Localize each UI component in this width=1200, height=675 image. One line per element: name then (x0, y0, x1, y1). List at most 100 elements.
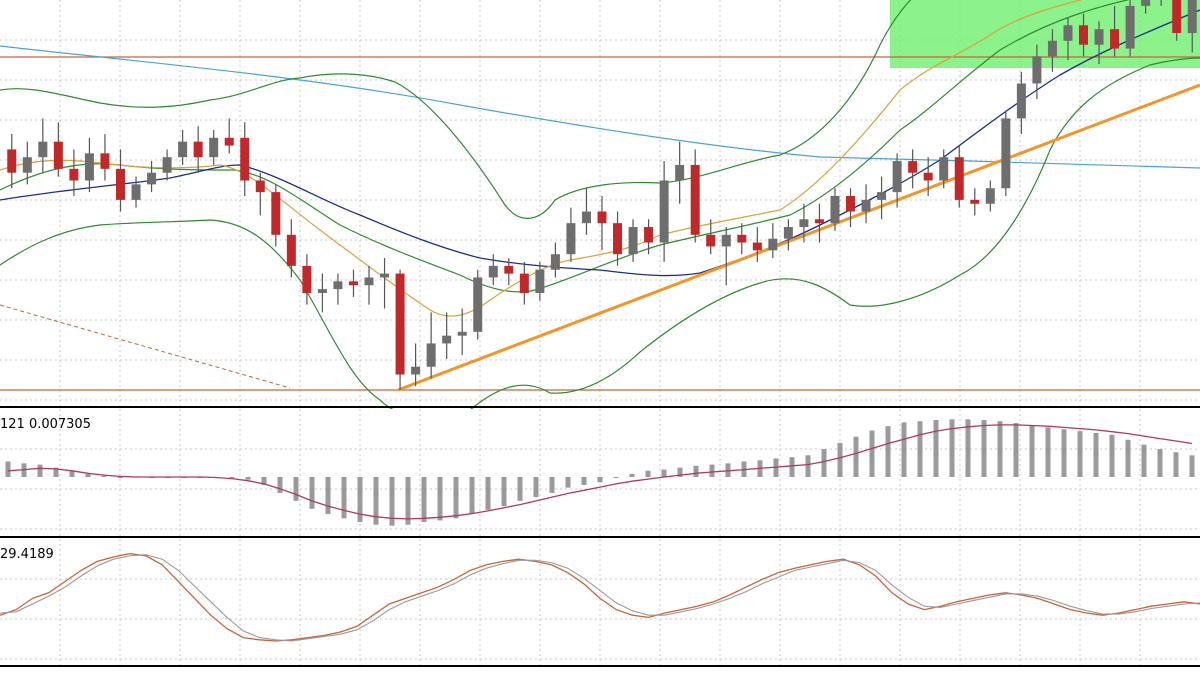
macd-histogram-bar (549, 477, 555, 493)
dashed-trend-line (0, 304, 291, 389)
candlestick (380, 258, 390, 309)
candlestick (1141, 0, 1151, 14)
candlestick (519, 261, 529, 305)
bearish-candle-body (954, 157, 964, 200)
macd-pane: 121 0.007305 (0, 409, 1200, 536)
candlestick (162, 149, 172, 181)
candlestick (7, 133, 17, 189)
bollinger-lower-band (0, 57, 1200, 418)
candlestick (690, 149, 700, 243)
candlestick (675, 141, 685, 204)
stochastic-grid (0, 539, 1200, 665)
bearish-candle-body (1110, 29, 1120, 49)
bearish-candle-body (271, 192, 281, 235)
macd-pane-background (0, 409, 1200, 536)
macd-histogram-bar (229, 477, 235, 478)
macd-histogram-bar (821, 449, 827, 477)
candlestick (939, 149, 949, 189)
candlestick (644, 219, 654, 255)
candlestick (131, 176, 141, 208)
macd-histogram-bar (661, 469, 667, 477)
bearish-candle-body (1172, 0, 1182, 34)
macd-histogram-bar (805, 455, 811, 477)
candlestick (706, 219, 716, 255)
candlestick (100, 133, 110, 181)
bullish-candle-body (985, 188, 995, 204)
bullish-candle-body (1141, 0, 1151, 6)
bullish-candle-body (209, 137, 219, 158)
bullish-candle-body (581, 211, 591, 224)
macd-histogram-bar (1157, 449, 1163, 477)
macd-histogram-bar (277, 477, 283, 493)
bullish-candle-body (721, 234, 731, 247)
candlestick (1032, 44, 1042, 99)
macd-histogram-bar (1125, 439, 1131, 477)
candlestick (286, 219, 296, 278)
macd-histogram-bar (357, 477, 363, 523)
candlestick (53, 122, 63, 177)
bearish-candle-body (100, 153, 110, 169)
price-grid (0, 0, 1200, 406)
bearish-candle-body (752, 242, 762, 251)
bullish-candle-body (442, 335, 452, 344)
bearish-candle-body (923, 172, 933, 181)
macd-histogram-bar (869, 430, 875, 477)
bullish-candle-body (628, 227, 638, 255)
bearish-candle-body (193, 141, 203, 158)
bearish-candle-body (69, 168, 79, 181)
bullish-candle-body (131, 184, 141, 200)
bullish-candle-body (1032, 56, 1042, 84)
macd-histogram-bar (1029, 425, 1035, 477)
candlestick (395, 269, 405, 390)
macd-histogram-bar (1173, 452, 1179, 477)
macd-histogram-bar (1141, 444, 1147, 477)
candlestick (22, 141, 32, 185)
candlestick (411, 343, 421, 387)
stochastic-legend-text: 29.4189 (0, 547, 54, 562)
macd-histogram-bar (501, 477, 507, 507)
ascending-trend-line (397, 83, 1200, 392)
bearish-candle-body (706, 234, 716, 247)
bullish-candle-body (1094, 29, 1104, 45)
candlestick (302, 254, 312, 305)
candlestick (38, 118, 48, 173)
candlestick (426, 312, 436, 379)
macd-histogram-bar (373, 477, 379, 525)
bearish-candle-body (737, 234, 747, 243)
macd-histogram-bar (917, 421, 923, 477)
bullish-candle-body (84, 153, 94, 181)
candlestick (1063, 17, 1073, 61)
candlestick (721, 227, 731, 286)
bullish-candle-body (380, 273, 390, 278)
candlestick (877, 176, 887, 220)
candlestick (985, 180, 995, 212)
candlesticks (7, 0, 1197, 390)
bearish-candle-body (597, 211, 607, 224)
macd-histogram-bar (949, 419, 955, 477)
bullish-candle-body (162, 157, 172, 173)
bearish-candle-body (970, 199, 980, 204)
candlestick (271, 184, 281, 247)
candlestick (1001, 110, 1011, 196)
bearish-candle-body (53, 141, 63, 169)
bearish-candle-body (255, 180, 265, 193)
candlestick (1094, 21, 1104, 65)
macd-histogram-bar (597, 477, 603, 483)
bullish-candle-body (675, 164, 685, 181)
candlestick (737, 223, 747, 255)
bullish-candle-body (333, 281, 343, 290)
candlestick (659, 161, 669, 262)
candlestick (1125, 0, 1135, 57)
macd-histogram-bar (293, 477, 299, 501)
candlestick (457, 308, 467, 356)
macd-histogram-bar (245, 477, 251, 480)
macd-histogram-bar (677, 467, 683, 477)
macd-histogram-bar (933, 419, 939, 477)
candlestick (1110, 5, 1120, 57)
bearish-candle-body (644, 227, 654, 243)
stochastic-signal-line (0, 554, 1200, 642)
bullish-candle-body (799, 219, 809, 228)
candlestick (193, 126, 203, 173)
macd-histogram-bar (1045, 427, 1051, 477)
